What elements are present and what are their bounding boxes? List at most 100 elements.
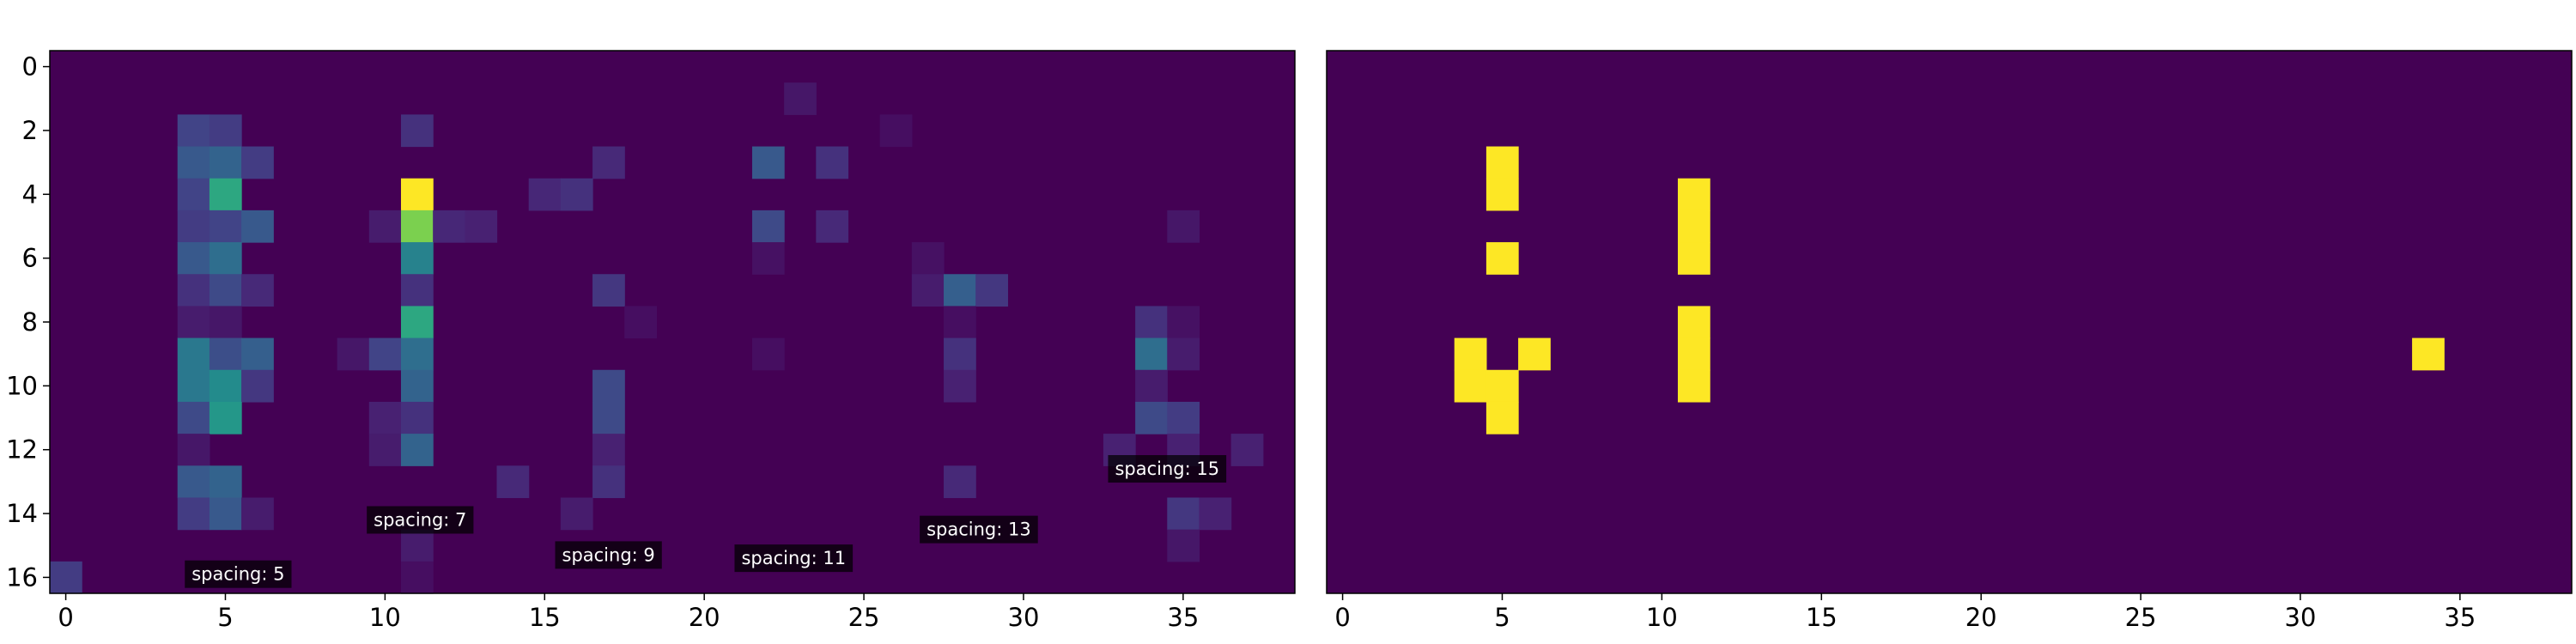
heatmap-cell [2412,337,2445,371]
heatmap-cell [177,242,210,275]
heatmap-cell [241,497,274,531]
heatmap-cell [209,369,242,403]
heatmap-cell [1167,529,1200,562]
heatmap-cell [400,337,434,371]
heatmap-cell [944,306,976,339]
heatmap-cell [592,274,625,307]
heatmap-cell [911,242,945,275]
heatmap-right-panel: 0 5 10 15 20 25 30 35 [1326,50,2573,632]
annotation-box [367,506,474,534]
heatmap-cell [368,434,402,466]
heatmap-cell [337,337,370,371]
heatmap-cell [177,178,210,211]
heatmap-cell [1454,369,1487,403]
heatmap-cell [177,210,210,243]
heatmap-cell [944,465,976,499]
heatmap-cell [50,561,82,594]
heatmap-cell [241,146,274,179]
y-tick-label: 0 [22,52,38,82]
heatmap-cell [1230,434,1264,466]
heatmap-cell [177,497,210,531]
heatmap-cell [944,274,976,307]
heatmap-cell [177,274,210,307]
x-tick-label: 35 [2444,603,2476,632]
heatmap-cell [1677,306,1710,339]
heatmap-cell [400,242,434,275]
annotation-box [920,515,1038,544]
heatmap-cell [1518,337,1551,371]
spacing-annotation: spacing: 5 [185,560,292,588]
annotation-box [1108,455,1227,483]
heatmap-cell [911,274,945,307]
x-tick-label: 0 [1334,603,1350,632]
heatmap-cell [241,210,274,243]
heatmap-cell [177,401,210,434]
heatmap-cell [241,337,274,371]
x-tick-label: 30 [2285,603,2317,632]
heatmap-cell [1167,497,1200,531]
x-tick-label: 5 [1494,603,1510,632]
y-tick-label: 10 [6,371,38,400]
heatmap-cell [592,146,625,179]
heatmap-cell [528,178,562,211]
annotation-box [185,560,292,588]
heatmap-cell [400,114,434,148]
y-tick-label: 2 [22,116,38,145]
spacing-annotation: spacing: 7 [367,506,474,534]
heatmap-cell [209,114,242,148]
heatmap-cell [1454,337,1487,371]
heatmap-cell [400,178,434,211]
heatmap-cell [560,178,593,211]
heatmap-cell [1167,306,1200,339]
heatmap-cell [1485,401,1519,434]
heatmap-cell [944,369,976,403]
heatmap-cell [368,337,402,371]
heatmap-cell [496,465,530,499]
x-tick-label: 20 [1965,603,1997,632]
annotation-label: spacing: 9 [562,544,655,565]
heatmap-cell [1677,210,1710,243]
heatmap-cell [177,114,210,148]
heatmap-cell [209,465,242,499]
x-tick-label: 15 [1806,603,1838,632]
annotation-box [734,544,854,573]
heatmap-cell [1135,369,1168,403]
heatmap-cell [784,82,817,115]
y-tick-label: 4 [22,179,38,209]
x-tick-label: 15 [529,603,561,632]
axes-frame [1326,50,2573,594]
heatmap-cell [879,114,913,148]
x-tick-label: 20 [689,603,720,632]
heatmap-cell [209,242,242,275]
heatmap-cell [1677,242,1710,275]
heatmap-cell [1135,337,1168,371]
heatmap-left-panel: 0 5 10 15 20 25 30 35 0 2 4 6 8 10 12 14 16 spacing: 5 spa… [6,50,1296,632]
heatmap-cell [368,210,402,243]
heatmap-cell [400,401,434,434]
annotation-label: spacing: 13 [927,519,1031,540]
heatmap-cell [209,274,242,307]
annotation-label: spacing: 5 [191,564,284,585]
heatmap-cell [751,337,785,371]
y-tick-label: 6 [22,244,38,273]
heatmap-cell [241,369,274,403]
heatmap-cell [241,274,274,307]
x-tick-label: 5 [217,603,233,632]
heatmap-cell [1485,242,1519,275]
heatmap-cell [816,146,849,179]
heatmap-cell [1199,497,1232,531]
heatmap-cell [1485,369,1519,403]
heatmap-cell [1167,401,1200,434]
heatmap-cell [944,337,976,371]
heatmap-cell [592,434,625,466]
heatmap-cell [177,465,210,499]
heatmap-cell [975,274,1008,307]
heatmap-cell [209,306,242,339]
y-tick-label: 16 [6,562,38,592]
heatmap-cell [1677,369,1710,403]
heatmap-cell [1167,337,1200,371]
heatmap-cell [368,401,402,434]
x-tick-label: 25 [848,603,880,632]
x-tick-label: 10 [369,603,401,632]
